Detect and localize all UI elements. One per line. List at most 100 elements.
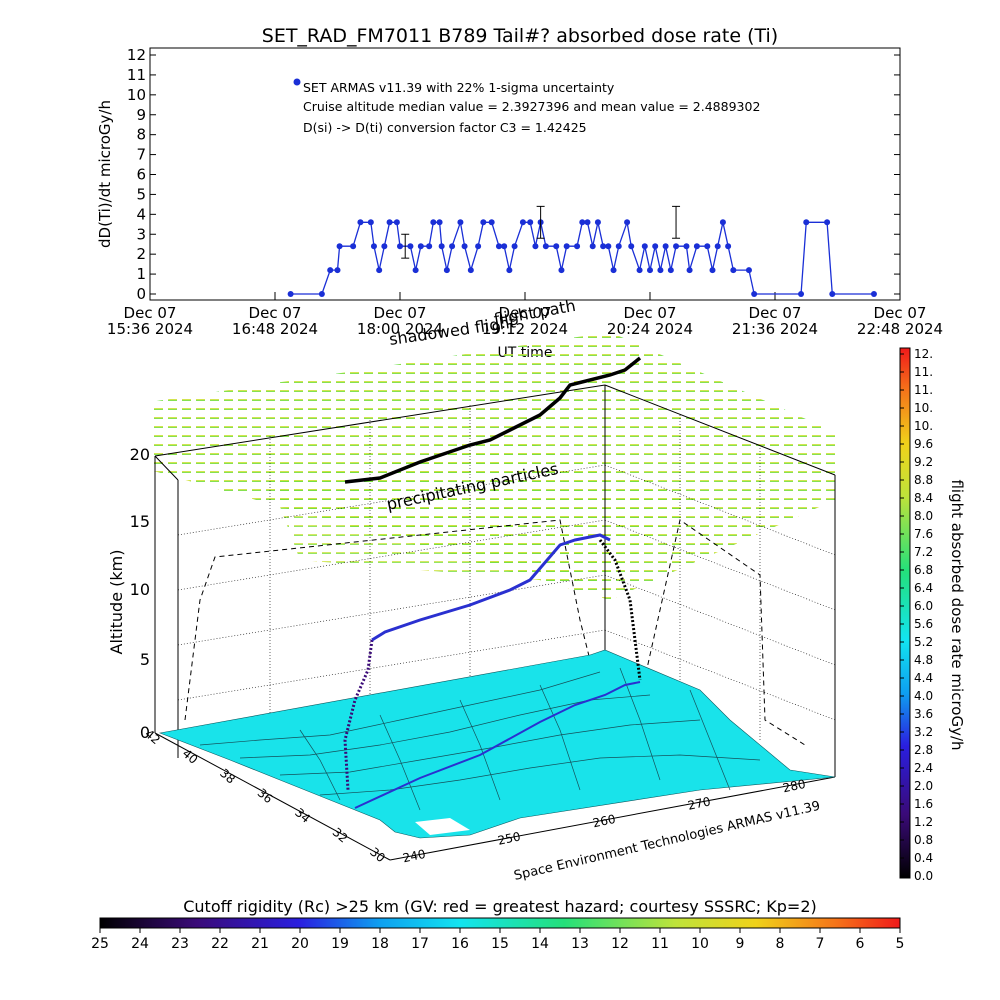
data-point: [683, 243, 690, 250]
x-tick-label-time: 19:12 2024: [482, 320, 568, 338]
lat-tick-label: 32: [330, 825, 351, 846]
z-tick-label: 15: [130, 512, 150, 531]
dose-colorbar-tick-label: 4.0: [914, 689, 933, 703]
dose-colorbar-tick-label: 2.8: [914, 743, 933, 757]
dose-colorbar: 0.0 0.4 0.8 1.2 1.6 2.0 2.4 2.8 3.2 3.6 4.0 4.4 4.8 5…: [899, 347, 966, 883]
ground-track: [354, 681, 641, 809]
data-point: [527, 219, 534, 226]
dose-colorbar-gradient: [899, 347, 911, 879]
x-tick-label-date: Dec 07: [249, 304, 302, 322]
data-point: [417, 243, 424, 250]
data-point: [647, 267, 653, 274]
dose-colorbar-tick-label: 8.4: [914, 491, 933, 505]
data-point: [641, 243, 648, 250]
data-point: [488, 219, 495, 226]
dose-colorbar-tick-label: 3.2: [914, 725, 933, 739]
rigidity-colorbar-gradient: [99, 917, 901, 929]
y-tick-label: 1: [136, 265, 146, 283]
lon-tick-label: 260: [592, 812, 617, 830]
data-point: [449, 243, 456, 250]
data-point: [357, 219, 364, 226]
z-tick-label: 0: [140, 723, 150, 742]
lat-tick-label: 40: [180, 746, 201, 767]
y-tick-label: 8: [136, 126, 146, 144]
data-point: [798, 291, 805, 297]
rigidity-colorbar-tick-label: 24: [131, 936, 149, 952]
rigidity-colorbar-tick-label: 23: [171, 936, 189, 952]
data-point: [673, 243, 680, 250]
data-point: [412, 267, 419, 274]
rigidity-colorbar-tick-label: 25: [91, 936, 109, 952]
dose-colorbar-tick-label: 6.8: [914, 563, 933, 577]
data-point: [381, 243, 388, 250]
data-point: [652, 243, 659, 250]
data-point: [553, 243, 560, 250]
data-point: [725, 243, 732, 250]
data-point: [686, 267, 693, 274]
x-tick-label-time: 16:48 2024: [232, 320, 318, 338]
legend: SET ARMAS v11.39 with 22% 1-sigma uncert…: [293, 78, 760, 135]
annotation-conversion: D(si) -> D(ti) conversion factor C3 = 1.…: [303, 120, 587, 135]
rigidity-colorbar-tick-label: 16: [451, 936, 469, 952]
data-point: [519, 219, 526, 226]
data-point: [480, 219, 487, 226]
rigidity-colorbar-tick-label: 21: [251, 936, 269, 952]
rigidity-colorbar: Cutoff rigidity (Rc) >25 km (GV: red = g…: [91, 897, 904, 952]
rigidity-colorbar-tick-label: 9: [736, 936, 745, 952]
lat-tick-label: 38: [217, 766, 238, 787]
dose-colorbar-tick-label: 9.2: [914, 455, 933, 469]
x-tick-label-time: 20:24 2024: [607, 320, 693, 338]
x-tick-label-date: Dec 07: [374, 304, 427, 322]
data-point: [600, 243, 607, 250]
dose-colorbar-tick-label: 3.6: [914, 707, 933, 721]
x-tick-label-date: Dec 07: [874, 304, 927, 322]
lon-tick-label: 280: [782, 777, 807, 795]
error-bars: [401, 205, 681, 259]
y-axis-label: dD(Ti)/dt microGy/h: [96, 100, 114, 248]
data-point: [287, 291, 294, 297]
dose-colorbar-tick-label: 11.: [914, 365, 933, 379]
z-axis-label: Altitude (km): [107, 550, 126, 655]
y-tick-label: 4: [136, 205, 146, 223]
data-point: [594, 219, 601, 226]
data-point: [803, 219, 810, 226]
precipitation-layer-lower: [270, 440, 700, 585]
dose-colorbar-tick-label: 9.6: [914, 437, 933, 451]
data-point: [318, 291, 325, 297]
data-point: [350, 243, 357, 250]
dose-colorbar-tick-label: 0.0: [914, 869, 933, 883]
x-tick-label-date: Dec 07: [124, 304, 177, 322]
data-point: [407, 243, 414, 250]
data-point: [495, 243, 502, 250]
data-point: [615, 243, 622, 250]
data-point: [443, 267, 450, 274]
z-tick-label: 10: [130, 580, 150, 599]
dose-colorbar-tick-label: 7.6: [914, 527, 933, 541]
x-tick-label-time: 15:36 2024: [107, 320, 193, 338]
data-point: [714, 243, 721, 250]
rigidity-colorbar-tick-label: 18: [371, 936, 389, 952]
rigidity-colorbar-tick-label: 7: [816, 936, 825, 952]
lon-tick-label: 270: [687, 794, 712, 812]
z-axis: 0 5 10 15 20: [130, 445, 150, 742]
dose-colorbar-tick-label: 10.: [914, 419, 933, 433]
rigidity-colorbar-tick-label: 6: [856, 936, 865, 952]
annotation-series: SET ARMAS v11.39 with 22% 1-sigma uncert…: [303, 80, 615, 95]
dose-colorbar-tick-label: 8.0: [914, 509, 933, 523]
y-tick-label: 6: [136, 166, 146, 184]
dose-colorbar-tick-label: 4.8: [914, 653, 933, 667]
dose-colorbar-tick-label: 6.0: [914, 599, 933, 613]
y-tick-label: 2: [136, 245, 146, 263]
rigidity-colorbar-tick-label: 5: [896, 936, 905, 952]
lon-tick-label: 250: [497, 829, 522, 847]
data-point: [436, 219, 443, 226]
rigidity-colorbar-ticks: 25 24 23 22 21 20 19 18 17 16 15 14 13 12 11 10 9 8 7 6 5: [91, 928, 904, 952]
data-point: [327, 267, 334, 274]
data-point: [501, 243, 508, 250]
dose-colorbar-tick-label: 7.2: [914, 545, 933, 559]
rigidity-colorbar-tick-label: 10: [691, 936, 709, 952]
data-point: [386, 219, 393, 226]
